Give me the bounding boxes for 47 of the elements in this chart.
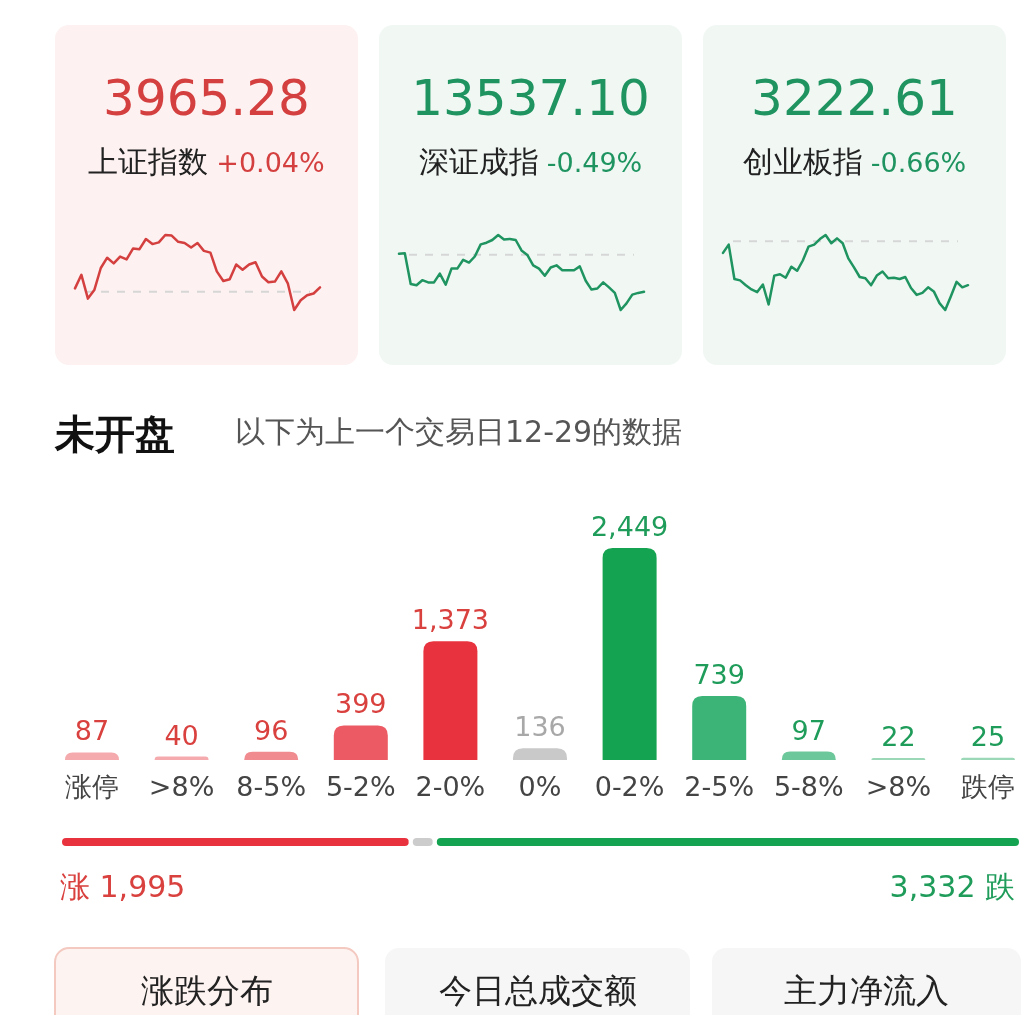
data-label: 399 (335, 688, 387, 720)
data-label: 1,373 (411, 604, 490, 636)
text: +0.04% (216, 147, 325, 178)
chart-subtitle: 以下为上一个交易日12-29的数据 (235, 414, 683, 449)
bar (602, 548, 657, 760)
chart-subtitle: 深证成指 (418, 144, 539, 179)
text: 3,332 跌 (889, 869, 1015, 904)
text: -0.49% (546, 147, 643, 178)
chart-subtitle: 创业板指 (742, 144, 863, 179)
bar (961, 757, 1015, 760)
bar (244, 751, 299, 760)
data-label: 96 (254, 714, 289, 746)
x-tick-label: 跌停 (961, 771, 1015, 802)
bar (65, 752, 119, 760)
text: -0.66% (870, 147, 967, 178)
bar (692, 696, 747, 760)
x-tick-label: 2-0% (415, 771, 486, 802)
chart-subtitle: 上证指数 (88, 144, 209, 179)
text: 涨跌分布 (140, 971, 273, 1010)
chart-title: 13537.10 (411, 69, 650, 127)
x-tick-label: >8% (865, 771, 932, 802)
data-label: 2,449 (590, 511, 669, 542)
data-label: 739 (693, 659, 745, 691)
data-label: 97 (791, 714, 826, 746)
data-label: 25 (970, 720, 1006, 752)
x-tick-label: 8-5% (236, 771, 307, 802)
x-tick-label: 0-2% (594, 771, 665, 802)
text: 主力净流入 (784, 971, 949, 1010)
x-tick-label: 2-5% (684, 771, 755, 802)
bar (513, 748, 567, 760)
text: 今日总成交额 (438, 971, 637, 1010)
bar (333, 725, 388, 760)
chart-title: 未开盘 (54, 411, 175, 457)
text: 涨 1,995 (60, 869, 186, 904)
x-tick-label: 5-8% (773, 771, 844, 802)
bar (781, 751, 836, 760)
x-tick-label: >8% (148, 771, 215, 802)
x-tick-label: 0% (518, 771, 562, 802)
data-label: 22 (881, 721, 916, 753)
chart-title: 3222.61 (751, 69, 958, 127)
data-label: 87 (74, 715, 110, 747)
chart-title: 3965.28 (103, 69, 310, 127)
data-label: 40 (164, 719, 199, 751)
data-label: 136 (514, 711, 566, 743)
bar (423, 641, 478, 760)
x-tick-label: 涨停 (65, 771, 119, 802)
x-tick-label: 5-2% (325, 771, 396, 802)
